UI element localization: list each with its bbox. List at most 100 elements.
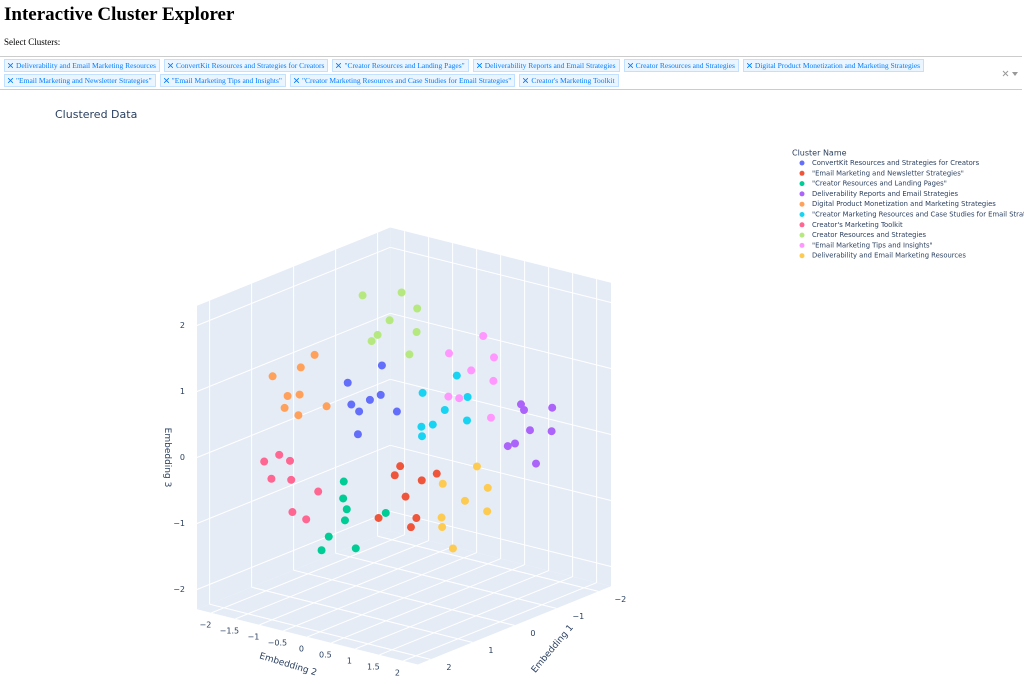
cluster-chip[interactable]: ConvertKit Resources and Strategies for … <box>163 59 329 72</box>
chip-remove[interactable] <box>336 63 342 68</box>
cluster-dropdown[interactable]: Deliverability and Email Marketing Resou… <box>0 56 1022 90</box>
legend-label[interactable]: ConvertKit Resources and Strategies for … <box>812 159 980 167</box>
grid-line <box>196 378 391 458</box>
data-point <box>275 450 284 459</box>
legend-label[interactable]: Deliverability and Email Marketing Resou… <box>812 252 966 260</box>
dropdown-controls[interactable] <box>1002 70 1020 78</box>
data-point <box>517 400 525 409</box>
data-point <box>317 546 326 555</box>
chip-remove[interactable] <box>293 78 299 83</box>
cluster-chip[interactable]: "Creator Resources and Landing Pages" <box>332 59 469 72</box>
legend-marker[interactable] <box>799 222 805 228</box>
tick-label: −1 <box>572 612 584 621</box>
tick-label: 0 <box>180 453 185 462</box>
data-point <box>294 411 303 420</box>
legend-marker[interactable] <box>799 242 805 248</box>
legend-marker[interactable] <box>799 181 805 187</box>
legend-title: Cluster Name <box>792 149 847 158</box>
data-point <box>548 403 557 412</box>
cluster-chip[interactable]: Deliverability and Email Marketing Resou… <box>4 59 160 72</box>
data-point <box>428 420 437 429</box>
data-point <box>340 516 349 525</box>
data-point <box>417 422 426 431</box>
data-point <box>365 395 374 404</box>
cluster-chip[interactable]: Digital Product Monetization and Marketi… <box>742 59 925 72</box>
data-point <box>460 496 469 505</box>
cluster-chip[interactable]: "Email Marketing and Newsletter Strategi… <box>4 74 156 87</box>
data-point <box>260 457 269 466</box>
data-point <box>405 350 414 359</box>
legend-marker[interactable] <box>799 212 805 217</box>
cluster-chip[interactable]: Deliverability Reports and Email Strateg… <box>472 59 620 72</box>
cluster-chip[interactable]: Creator's Marketing Toolkit <box>519 74 619 87</box>
data-point <box>351 544 360 553</box>
caret-icon[interactable] <box>1012 72 1018 76</box>
cluster-chip[interactable]: Creator Resources and Strategies <box>623 59 739 72</box>
tick-label: 2 <box>395 668 400 677</box>
chip-remove[interactable] <box>8 63 13 68</box>
chip-remove[interactable] <box>476 63 482 68</box>
data-point <box>432 469 441 478</box>
legend-label[interactable]: "Email Marketing and Newsletter Strategi… <box>812 169 964 177</box>
chip-remove[interactable] <box>163 78 169 83</box>
legend-label[interactable]: Digital Product Monetization and Marketi… <box>812 200 996 208</box>
data-point <box>440 406 449 414</box>
clear-icon[interactable] <box>1002 70 1009 77</box>
legend-marker[interactable] <box>799 160 805 166</box>
legend-label[interactable]: Creator's Marketing Toolkit <box>812 221 903 229</box>
data-point <box>467 366 476 375</box>
tick-label: 1 <box>488 646 493 655</box>
chip-list: Deliverability and Email Marketing Resou… <box>4 59 964 87</box>
data-point <box>532 459 540 468</box>
chip-remove[interactable] <box>523 78 529 83</box>
grid-line <box>379 576 573 656</box>
legend-marker[interactable] <box>799 253 805 259</box>
data-point <box>302 515 311 524</box>
data-point <box>373 330 382 339</box>
data-point <box>322 402 331 411</box>
legend-label[interactable]: Creator Resources and Strategies <box>812 231 927 239</box>
data-point <box>324 532 333 541</box>
grid-line <box>355 570 549 650</box>
data-point <box>487 413 495 422</box>
chip-label: Digital Product Monetization and Marketi… <box>754 61 921 70</box>
chip-remove[interactable] <box>167 63 173 68</box>
data-point <box>288 508 297 517</box>
grid-line <box>196 312 391 392</box>
page-title: Interactive Cluster Explorer <box>4 4 235 25</box>
data-point <box>412 514 421 523</box>
legend-label[interactable]: Deliverability Reports and Email Strateg… <box>812 190 959 198</box>
chip-remove[interactable] <box>8 78 13 83</box>
data-point <box>314 487 323 496</box>
cluster-chip[interactable]: "Email Marketing Tips and Insights" <box>159 74 286 87</box>
data-point <box>490 353 498 362</box>
data-point <box>310 350 319 359</box>
data-point <box>463 393 472 401</box>
tick-label: 0 <box>299 644 304 653</box>
tick-label: 2 <box>180 321 185 330</box>
legend-marker[interactable] <box>799 170 805 176</box>
tick-label: 0.5 <box>319 650 332 659</box>
data-point <box>448 544 457 553</box>
legend-label[interactable]: "Creator Marketing Resources and Case St… <box>812 211 1024 219</box>
chip-remove[interactable] <box>746 63 752 68</box>
data-point <box>452 371 461 380</box>
grid-line <box>390 378 612 435</box>
legend-marker[interactable] <box>799 232 805 238</box>
legend-label[interactable]: "Email Marketing Tips and Insights" <box>812 241 933 249</box>
chip-remove[interactable] <box>627 63 633 68</box>
tick-label: −2 <box>200 620 212 629</box>
tick-label: −1.5 <box>220 626 239 635</box>
data-point <box>483 483 492 492</box>
legend-marker[interactable] <box>799 201 805 207</box>
data-point <box>418 388 427 397</box>
data-point <box>283 392 292 400</box>
tick-label: −1 <box>173 519 185 528</box>
tick-label: 1.5 <box>367 662 380 671</box>
data-point <box>472 462 481 471</box>
legend-label[interactable]: "Creator Resources and Landing Pages" <box>812 180 947 188</box>
cluster-chip[interactable]: "Creator Marketing Resources and Case St… <box>289 74 516 87</box>
grid-line <box>211 534 405 614</box>
legend-marker[interactable] <box>799 191 805 197</box>
